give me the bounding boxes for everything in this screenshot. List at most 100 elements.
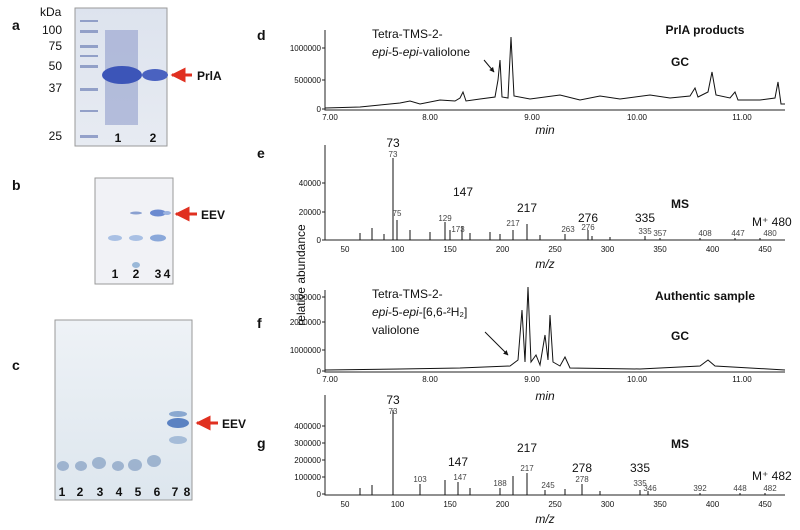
- peak-label: 147: [453, 185, 473, 199]
- y-tick-label: 0: [317, 367, 322, 376]
- y-tick-label: 500000: [294, 76, 321, 85]
- x-tick-label: 450: [758, 500, 772, 509]
- annotation: valiolone: [372, 323, 420, 337]
- annotation: Tetra-TMS-2-: [372, 27, 443, 41]
- method-label: GC: [671, 55, 689, 69]
- peak-minor-label: 447: [731, 229, 745, 238]
- peak-minor-label: 482: [763, 484, 777, 493]
- arrow: [483, 59, 495, 73]
- y-tick-label: 0: [317, 490, 322, 499]
- peak-label: M⁺ 482: [752, 469, 792, 483]
- x-tick-label: 11.00: [732, 375, 752, 384]
- axis-label: m/z: [535, 257, 554, 271]
- panel-label: d: [257, 27, 266, 43]
- x-tick-label: 350: [653, 245, 667, 254]
- peak-minor-label: 408: [698, 229, 712, 238]
- x-tick-label: 450: [758, 245, 772, 254]
- y-tick-label: 100000: [294, 473, 321, 482]
- peak-minor-label: 173: [451, 225, 465, 234]
- x-tick-label: 400: [706, 245, 720, 254]
- lane-label: 2: [133, 267, 140, 281]
- annotation-part: valiolone: [372, 323, 420, 337]
- x-tick-label: 100: [391, 500, 405, 509]
- annotation-part: -5-: [388, 45, 403, 59]
- axis-label: min: [535, 389, 555, 403]
- method-label: MS: [671, 197, 689, 211]
- lane-label: 2: [77, 485, 84, 499]
- x-tick-label: 150: [443, 245, 457, 254]
- peak-label: M⁺ 480: [752, 215, 792, 229]
- x-tick-label: 150: [443, 500, 457, 509]
- panel-label: b: [12, 177, 21, 193]
- peak-label: 217: [517, 441, 537, 455]
- x-tick-label: 8.00: [422, 113, 438, 122]
- peak-minor-label: 335: [633, 479, 647, 488]
- peak-minor-label: 73: [389, 150, 398, 159]
- panel-label: e: [257, 145, 265, 161]
- lane-label: 6: [154, 485, 161, 499]
- y-tick-label: 3000000: [290, 293, 322, 302]
- spectrum-peaks: [359, 410, 766, 495]
- x-tick-label: 350: [653, 500, 667, 509]
- x-tick-label: 250: [548, 500, 562, 509]
- x-tick-label: 11.00: [732, 113, 752, 122]
- lane-label: 7: [172, 485, 179, 499]
- annotation-part: epi: [372, 45, 388, 59]
- x-tick-label: 300: [601, 500, 615, 509]
- peak-minor-label: 278: [575, 475, 589, 484]
- lane-label: 3: [155, 267, 162, 281]
- unit-label: kDa: [40, 5, 62, 19]
- gel-a: [74, 7, 168, 147]
- lane-label: 8: [184, 485, 191, 499]
- peak-label: 217: [517, 201, 537, 215]
- lane-label: 1: [112, 267, 119, 281]
- x-tick-label: 9.00: [524, 113, 540, 122]
- peak-minor-label: 276: [581, 223, 595, 232]
- annotation-part: -[6,6-²H₂]: [419, 305, 468, 319]
- arrow-label: EEV: [201, 208, 225, 222]
- lane-label: 2: [150, 131, 157, 145]
- peak-minor-label: 335: [638, 227, 652, 236]
- panel-title: PrlA products: [666, 23, 745, 37]
- method-label: MS: [671, 437, 689, 451]
- x-tick-label: 250: [548, 245, 562, 254]
- y-tick-label: 40000: [299, 179, 322, 188]
- peak-minor-label: 217: [520, 464, 534, 473]
- lane-label: 3: [97, 485, 104, 499]
- annotation-part: epi: [372, 305, 388, 319]
- x-tick-label: 200: [496, 245, 510, 254]
- annotation: epi-5-epi-[6,6-²H₂]: [372, 305, 467, 319]
- marker-label: 37: [49, 81, 63, 95]
- panel-label: c: [12, 357, 20, 373]
- panel-title: Authentic sample: [655, 289, 755, 303]
- annotation-part: Tetra-TMS-2-: [372, 287, 443, 301]
- peak-minor-label: 263: [561, 225, 575, 234]
- marker-label: 25: [49, 129, 63, 143]
- peak-label: 335: [630, 461, 650, 475]
- peak-minor-label: 480: [763, 229, 777, 238]
- chromatogram-trace: [324, 286, 786, 371]
- peak-minor-label: 103: [413, 475, 427, 484]
- axis: [324, 395, 785, 496]
- y-tick-label: 300000: [294, 439, 321, 448]
- peak-label: 73: [386, 393, 400, 407]
- y-tick-label: 2000000: [290, 318, 322, 327]
- arrow-label: EEV: [222, 417, 246, 431]
- annotation-part: epi: [403, 45, 419, 59]
- peak-minor-label: 129: [438, 214, 452, 223]
- x-tick-label: 50: [341, 245, 350, 254]
- x-tick-label: 9.00: [524, 375, 540, 384]
- y-tick-label: 0: [317, 105, 322, 114]
- annotation-part: -5-: [388, 305, 403, 319]
- peak-label: 147: [448, 455, 468, 469]
- axis-label: min: [535, 123, 555, 137]
- peak-minor-label: 75: [393, 209, 402, 218]
- y-tick-label: 400000: [294, 422, 321, 431]
- x-tick-label: 10.00: [627, 113, 648, 122]
- y-tick-label: 0: [317, 236, 322, 245]
- peak-minor-label: 357: [653, 229, 667, 238]
- peak-label: 276: [578, 211, 598, 225]
- peak-minor-label: 448: [733, 484, 747, 493]
- panel-label: g: [257, 435, 266, 451]
- gel-b: [94, 177, 174, 285]
